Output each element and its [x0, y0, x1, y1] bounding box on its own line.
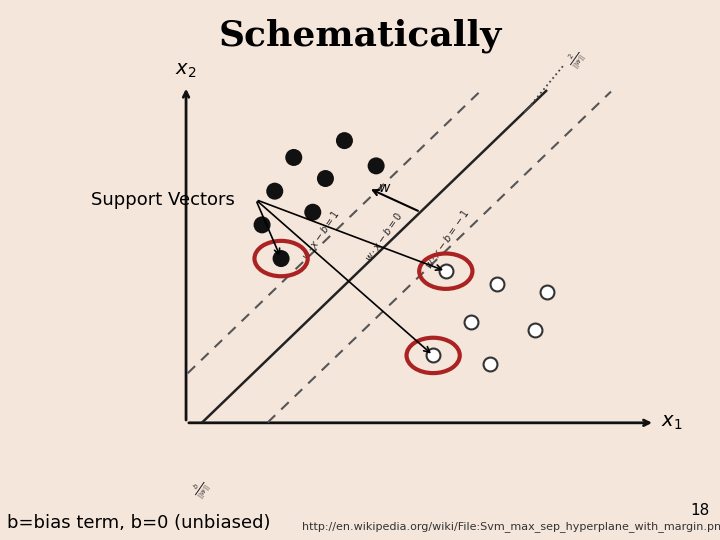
Point: [428, 351, 439, 360]
Point: [320, 174, 331, 183]
Text: $\frac{2}{||w||}$: $\frac{2}{||w||}$: [564, 47, 590, 72]
Point: [440, 267, 451, 275]
Point: [541, 288, 553, 296]
Point: [465, 318, 477, 326]
Text: http://en.wikipedia.org/wiki/File:Svm_max_sep_hyperplane_with_margin.png: http://en.wikipedia.org/wiki/File:Svm_ma…: [302, 521, 720, 532]
Point: [485, 360, 496, 368]
Text: $\frac{b}{||w||}$: $\frac{b}{||w||}$: [189, 477, 215, 502]
Text: Schematically: Schematically: [218, 19, 502, 53]
Point: [256, 220, 268, 229]
Point: [269, 187, 281, 195]
Point: [528, 326, 540, 334]
Point: [275, 254, 287, 263]
Point: [370, 161, 382, 170]
Point: [288, 153, 300, 162]
Text: $w \cdot x - b = -1$: $w \cdot x - b = -1$: [423, 207, 472, 272]
Text: Support Vectors: Support Vectors: [91, 191, 235, 208]
Point: [491, 280, 503, 288]
Text: 18: 18: [690, 503, 709, 518]
Text: $x_1$: $x_1$: [661, 414, 683, 432]
Text: $w \cdot x - b = 1$: $w \cdot x - b = 1$: [299, 208, 342, 262]
Text: $w$: $w$: [378, 181, 391, 195]
Text: b=bias term, b=0 (unbiased): b=bias term, b=0 (unbiased): [7, 514, 271, 532]
Text: $w \cdot x - b = 0$: $w \cdot x - b = 0$: [362, 210, 405, 265]
Text: $x_2$: $x_2$: [176, 61, 197, 79]
Point: [338, 136, 350, 145]
Point: [307, 208, 318, 217]
